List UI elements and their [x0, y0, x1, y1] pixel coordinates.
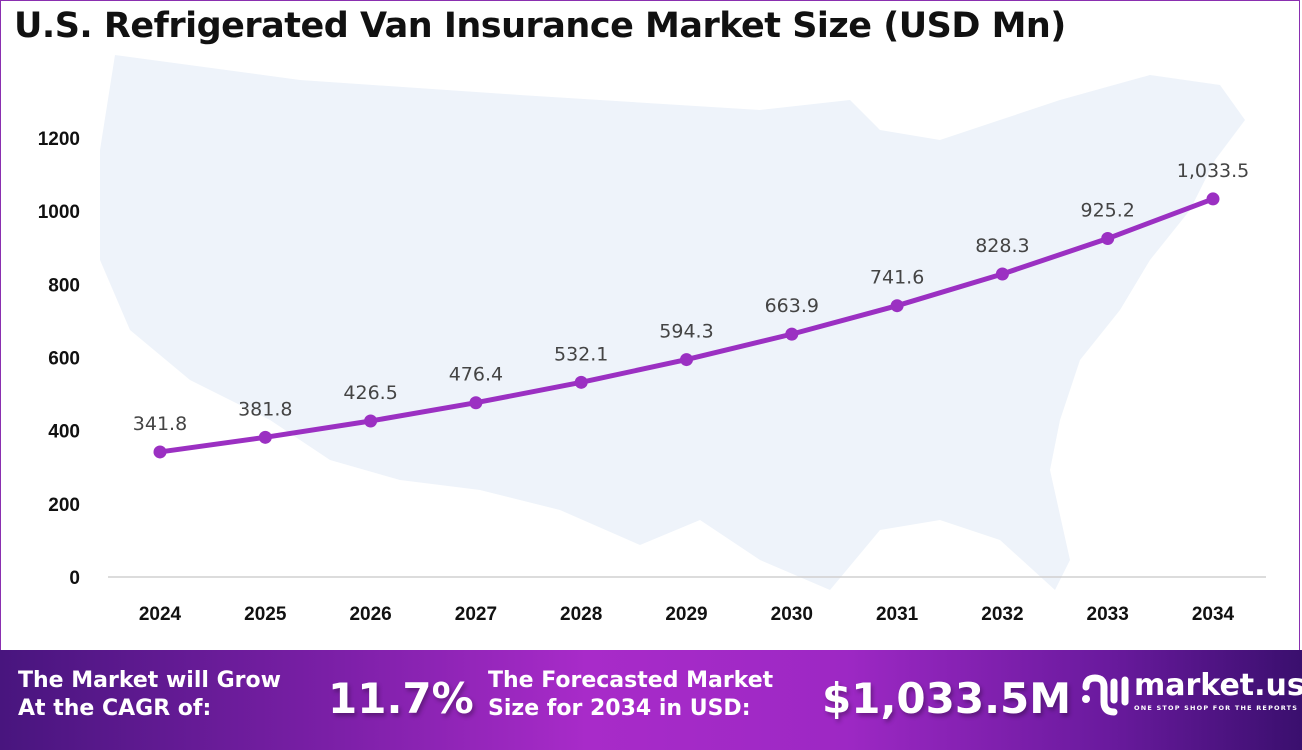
data-point: [1101, 232, 1115, 246]
x-tick-label: 2030: [771, 604, 813, 625]
data-point: [995, 267, 1009, 281]
data-label: 925.2: [1080, 200, 1134, 222]
data-label: 594.3: [659, 321, 713, 343]
line-chart: 0 200 400 600 800 1000 1200 2024 2025 2026 2027 202…: [38, 55, 1266, 625]
data-point: [785, 327, 799, 341]
x-tick-label: 2027: [455, 604, 497, 625]
forecast-label: The Forecasted Market Size for 2034 in U…: [488, 668, 774, 721]
data-label: 663.9: [765, 295, 819, 317]
data-label: 381.8: [238, 398, 292, 420]
y-tick-label: 800: [48, 275, 80, 296]
footer-banner: The Market will Grow At the CAGR of: 11.…: [0, 650, 1302, 750]
y-tick-label: 0: [69, 568, 80, 589]
x-tick-label: 2026: [349, 604, 391, 625]
data-point: [469, 396, 483, 410]
data-label: 532.1: [554, 343, 608, 365]
market-us-logo: market.us ONE STOP SHOP FOR THE REPORTS: [1080, 668, 1302, 720]
data-point: [680, 353, 693, 367]
x-tick-label: 2034: [1192, 604, 1235, 625]
data-point: [153, 445, 167, 459]
cagr-label: The Market will Grow At the CAGR of:: [18, 668, 281, 721]
forecast-value: $1,033.5M: [822, 674, 1072, 723]
data-label: 476.4: [449, 364, 503, 386]
x-tick-label: 2025: [244, 604, 287, 625]
market-us-logo-icon: [1082, 674, 1129, 716]
data-point: [364, 414, 378, 428]
data-point: [574, 375, 588, 389]
data-label: 426.5: [343, 382, 397, 404]
chart-frame: [0, 0, 1300, 650]
data-label: 828.3: [975, 235, 1029, 257]
x-tick-label: 2028: [560, 604, 602, 625]
data-point: [890, 299, 904, 313]
us-map-silhouette: [100, 55, 1245, 590]
data-label: 341.8: [133, 413, 187, 435]
x-tick-label: 2024: [139, 604, 182, 625]
x-tick-label: 2031: [876, 604, 919, 625]
data-point: [258, 430, 272, 444]
chart-title: U.S. Refrigerated Van Insurance Market S…: [14, 6, 1066, 46]
y-tick-label: 1200: [38, 129, 80, 150]
logo-tagline: ONE STOP SHOP FOR THE REPORTS: [1134, 704, 1299, 712]
x-tick-label: 2033: [1087, 604, 1129, 625]
x-tick-label: 2029: [665, 604, 707, 625]
logo-name: market.us: [1134, 668, 1302, 703]
data-point: [1206, 192, 1220, 206]
y-tick-label: 1000: [38, 202, 80, 223]
y-tick-label: 200: [48, 495, 80, 516]
y-tick-label: 400: [48, 422, 80, 443]
y-tick-label: 600: [48, 349, 80, 370]
x-tick-label: 2032: [981, 604, 1023, 625]
data-label: 1,033.5: [1177, 160, 1250, 182]
cagr-value: 11.7%: [328, 674, 474, 723]
data-label: 741.6: [870, 267, 924, 289]
